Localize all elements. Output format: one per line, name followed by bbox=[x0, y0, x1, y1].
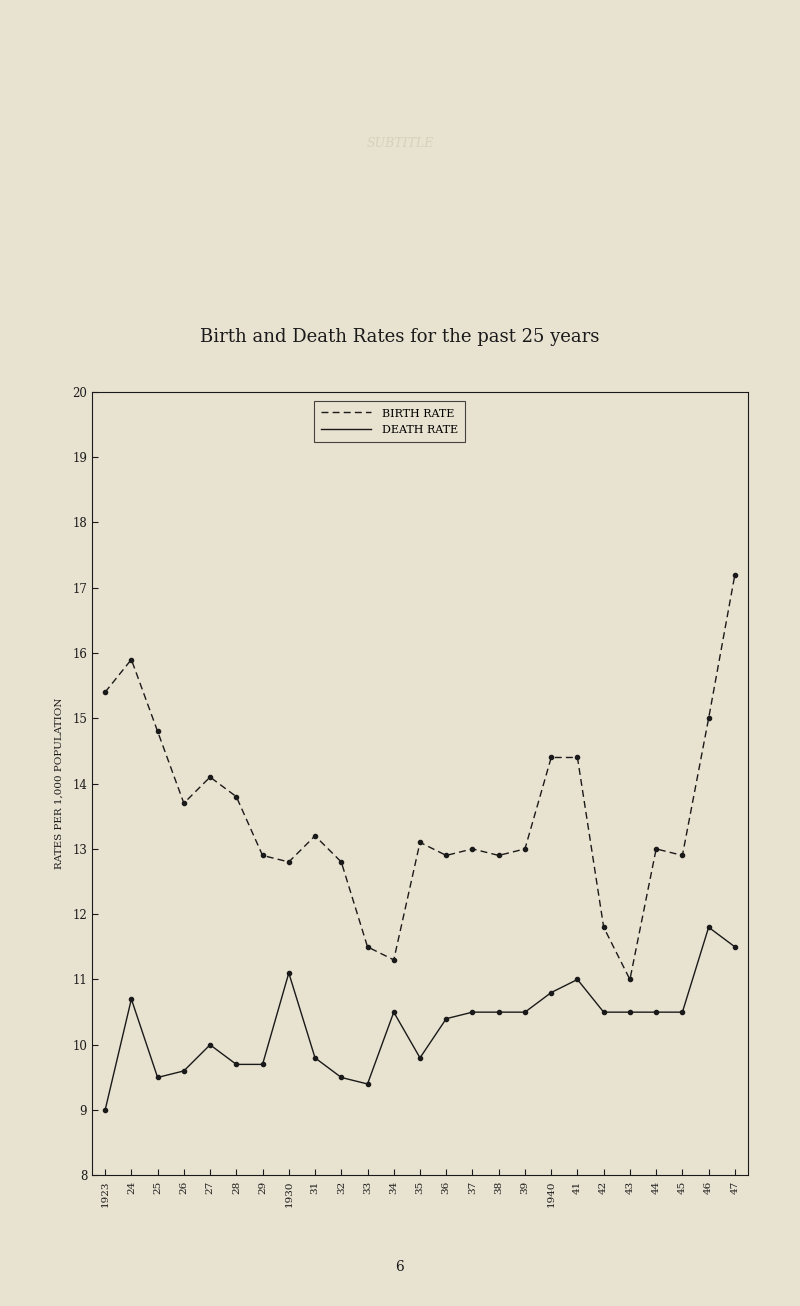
Text: Birth and Death Rates for the past 25 years: Birth and Death Rates for the past 25 ye… bbox=[200, 328, 600, 346]
Text: 6: 6 bbox=[396, 1260, 404, 1273]
Y-axis label: RATES PER 1,000 POPULATION: RATES PER 1,000 POPULATION bbox=[55, 697, 64, 870]
Legend: BIRTH RATE, DEATH RATE: BIRTH RATE, DEATH RATE bbox=[314, 401, 465, 441]
Text: SUBTITLE: SUBTITLE bbox=[366, 137, 434, 150]
